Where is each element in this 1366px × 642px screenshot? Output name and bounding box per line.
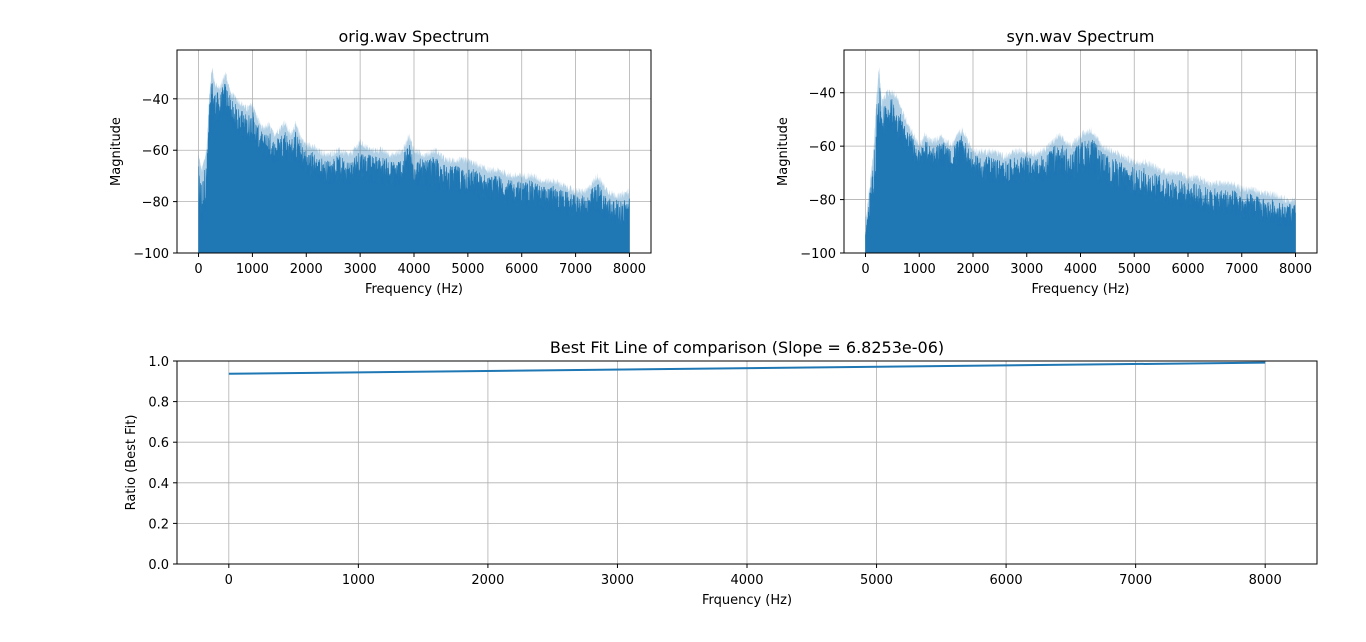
chart-panel-3: 0 1000 2000 3000 4000 5000 6000 7000 8000 0.0 0.2 0… [124,338,1318,608]
y-tick-label: −80 [809,194,836,209]
y-tick-label: −100 [800,247,836,262]
x-tick-label: 4000 [397,262,430,277]
y-tick-label: 0.8 [148,396,169,411]
y-tick-label: −40 [142,93,169,108]
y-tick-label: −40 [809,87,836,102]
y-tick-label: −60 [809,140,836,155]
x-tick-label: 5000 [451,262,484,277]
x-tick-label: 0 [861,262,869,277]
chart-title: syn.wav Spectrum [1006,27,1154,46]
chart-title: Best Fit Line of comparison (Slope = 6.8… [550,338,944,357]
y-tick-label: −60 [142,144,169,159]
y-axis-label: Magnitude [109,117,124,186]
x-tick-label: 1000 [903,262,936,277]
spectrum-area [198,83,630,254]
y-tick-label: 0.0 [148,558,169,573]
chart-panel-2: 0 1000 2000 3000 4000 5000 6000 7000 8000 −100 −80… [776,27,1318,297]
x-tick-label: 2000 [471,573,504,588]
y-axis-label: Magnitude [776,117,791,186]
x-tick-label: 6000 [990,573,1023,588]
x-axis-label: Frquency (Hz) [702,593,792,608]
x-tick-label: 4000 [730,573,763,588]
x-tick-label: 1000 [236,262,269,277]
x-tick-label: 6000 [1171,262,1204,277]
x-tick-label: 7000 [559,262,592,277]
y-axis-label: Ratio (Best Fit) [124,415,139,511]
x-tick-label: 0 [225,573,233,588]
x-tick-label: 4000 [1064,262,1097,277]
y-tick-label: 1.0 [148,355,169,370]
x-tick-label: 8000 [1279,262,1312,277]
x-tick-label: 7000 [1225,262,1258,277]
y-tick-label: 0.6 [148,436,169,451]
x-axis-label: Frequency (Hz) [1031,282,1129,297]
x-tick-label: 8000 [613,262,646,277]
x-tick-label: 5000 [1118,262,1151,277]
x-tick-label: 2000 [956,262,989,277]
y-tick-label: −100 [133,247,169,262]
x-tick-label: 6000 [505,262,538,277]
x-tick-label: 3000 [344,262,377,277]
y-tick-label: −80 [142,196,169,211]
x-tick-label: 2000 [290,262,323,277]
x-tick-label: 5000 [860,573,893,588]
x-tick-label: 1000 [342,573,375,588]
y-tick-label: 0.4 [148,477,169,492]
chart-panel-1: 0 1000 2000 3000 4000 5000 6000 7000 8000 −100 −80… [109,27,652,297]
spectrum-area [865,87,1296,254]
x-tick-label: 7000 [1119,573,1152,588]
x-tick-label: 8000 [1249,573,1282,588]
x-tick-label: 0 [194,262,202,277]
x-tick-label: 3000 [1010,262,1043,277]
x-tick-label: 3000 [601,573,634,588]
best-fit-line [228,361,1266,375]
y-tick-label: 0.2 [148,517,169,532]
x-axis-label: Frequency (Hz) [365,282,463,297]
chart-title: orig.wav Spectrum [338,27,489,46]
